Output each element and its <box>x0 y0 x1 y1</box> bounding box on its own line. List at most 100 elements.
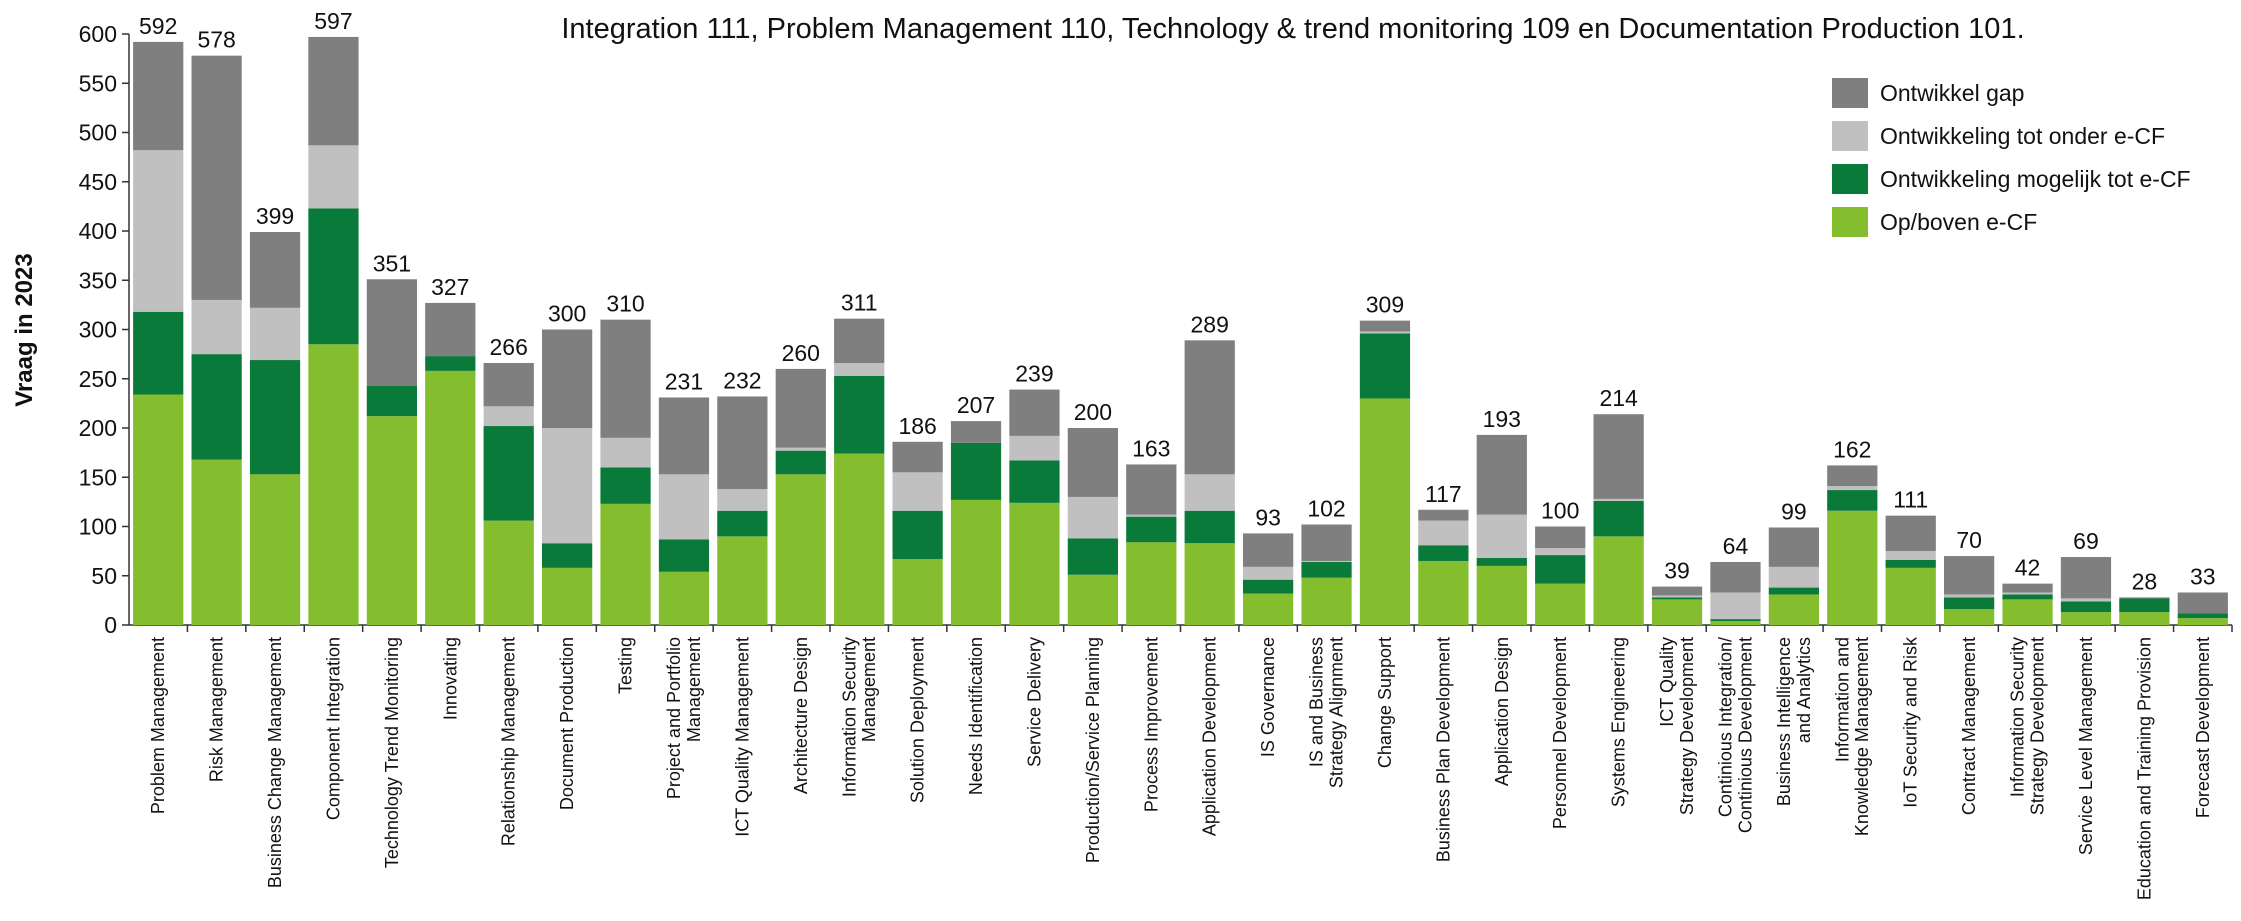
y-tick-label: 500 <box>79 120 117 146</box>
bar-segment <box>1476 514 1527 559</box>
bar-segment <box>191 354 242 460</box>
bar-segment <box>1067 574 1118 625</box>
bar-segment <box>1651 595 1703 598</box>
bar-segment <box>1593 498 1644 501</box>
total-label: 351 <box>373 250 411 276</box>
bar-segment <box>717 489 768 511</box>
total-label: 42 <box>2015 555 2041 581</box>
legend-swatch <box>1832 121 1868 151</box>
x-tick-label: Process Improvement <box>1141 637 1161 812</box>
x-tick-label: Project and PortfolioManagement <box>664 637 704 799</box>
bar-segment <box>542 428 593 544</box>
x-tick-label: Service Level Management <box>2076 637 2096 855</box>
bar-segment <box>2002 594 2053 600</box>
bar-segment <box>1768 594 1819 625</box>
bar-segment <box>1418 560 1469 625</box>
bar-segment <box>1359 331 1411 334</box>
bar-segment <box>1827 486 1878 491</box>
bar-segment <box>249 360 301 475</box>
bar-segment <box>2119 598 2170 613</box>
y-tick-label: 550 <box>79 70 117 96</box>
bar-segment <box>834 318 885 363</box>
bar-segment <box>1827 490 1878 511</box>
x-tick-label: Information SecurityStrategy Development <box>2008 637 2048 815</box>
x-tick-label: Forecast Development <box>2193 637 2213 818</box>
bar-segment <box>1359 333 1411 399</box>
x-tick-label: ICT Quality Management <box>732 637 752 837</box>
x-tick-label: Application Design <box>1492 637 1512 786</box>
bar-segment <box>2177 613 2228 619</box>
bar-segment <box>1710 592 1761 620</box>
bar-segment <box>1651 597 1703 600</box>
bar-segment <box>1009 389 1060 436</box>
x-tick-label: Problem Management <box>148 637 168 814</box>
total-label: 111 <box>1893 487 1928 513</box>
y-tick-label: 350 <box>79 267 117 293</box>
bar-segment <box>2002 592 2053 595</box>
legend-label: Ontwikkel gap <box>1880 80 2024 106</box>
total-label: 578 <box>197 27 235 53</box>
bar-segment <box>1535 526 1586 549</box>
bar-segment <box>1944 609 1995 625</box>
bar-segment <box>2002 583 2053 593</box>
bar-segment <box>1944 594 1995 598</box>
bar-segment <box>1710 621 1761 625</box>
total-label: 102 <box>1307 496 1345 522</box>
bar-segment <box>1301 577 1352 625</box>
total-label: 311 <box>841 290 878 316</box>
legend-label: Ontwikkeling tot onder e-CF <box>1880 123 2165 149</box>
bar-segment <box>542 329 593 428</box>
x-tick-label: IoT Security and Risk <box>1901 636 1921 808</box>
bar-segment <box>308 344 359 625</box>
y-tick-label: 600 <box>79 21 117 47</box>
bar-segment <box>1768 527 1819 567</box>
total-label: 231 <box>665 368 703 394</box>
bar-segment <box>1067 428 1118 497</box>
y-tick-label: 400 <box>79 218 117 244</box>
x-tick-label: Personnel Development <box>1550 637 1570 829</box>
bar-segment <box>425 370 476 625</box>
bar-segment <box>834 453 885 625</box>
bar-segment <box>658 539 710 572</box>
total-label: 93 <box>1255 504 1281 530</box>
total-label: 310 <box>606 291 644 317</box>
x-tick-label: Relationship Management <box>499 637 519 846</box>
bar-segment <box>717 510 768 537</box>
bar-segment <box>133 394 184 625</box>
bar-segment <box>1593 536 1644 625</box>
x-tick-label: Information SecurityManagement <box>839 637 879 797</box>
bar-segment <box>1301 524 1352 561</box>
total-label: 214 <box>1599 385 1638 411</box>
bar-segment <box>542 567 593 625</box>
bar-segment <box>483 406 534 427</box>
total-label: 207 <box>957 392 995 418</box>
bar-segment <box>1009 502 1060 625</box>
y-tick-label: 150 <box>79 464 117 490</box>
bar-segment <box>1359 320 1411 332</box>
bar-segment <box>1009 435 1060 461</box>
x-tick-label: Architecture Design <box>791 637 811 794</box>
total-label: 289 <box>1191 311 1229 337</box>
bar-segment <box>658 397 710 475</box>
bar-segment <box>1184 340 1235 475</box>
x-tick-label: IS and BusinessStrategy Alignment <box>1307 637 1347 788</box>
x-tick-label: IS Governance <box>1258 637 1278 757</box>
bar-segment <box>308 36 359 146</box>
bar-segment <box>1593 500 1644 537</box>
bar-segment <box>249 307 301 361</box>
bar-segment <box>2060 598 2112 602</box>
x-tick-label: Service Delivery <box>1024 637 1044 767</box>
bar-segment <box>950 442 1002 500</box>
legend-swatch <box>1832 207 1868 237</box>
bar-segment <box>133 150 184 312</box>
bar-segment <box>775 447 826 451</box>
total-label: 99 <box>1781 498 1807 524</box>
bar-segment <box>542 543 593 568</box>
bar-segment <box>1710 619 1761 622</box>
total-label: 70 <box>1956 527 1982 553</box>
x-tick-label: Continious Integration/Continious Develo… <box>1716 637 1756 833</box>
bar-segment <box>1359 398 1411 625</box>
x-tick-label: Business Change Management <box>265 637 285 888</box>
bar-segment <box>191 299 242 355</box>
total-label: 33 <box>2190 563 2216 589</box>
